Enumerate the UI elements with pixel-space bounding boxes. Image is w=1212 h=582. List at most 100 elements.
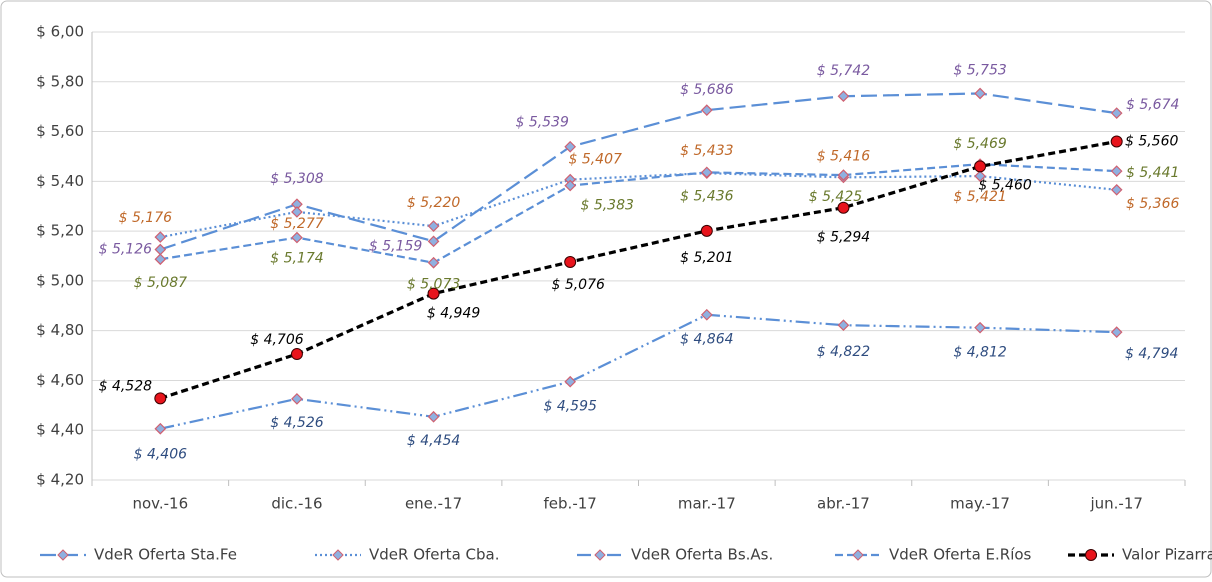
value-label: $ 5,220	[407, 195, 461, 211]
legend-item: VdeR Oferta E.Ríos	[835, 546, 1032, 564]
value-label: $ 5,425	[809, 189, 863, 205]
point	[974, 160, 987, 173]
y-tick-label: $ 4,60	[36, 371, 84, 389]
value-label: $ 4,949	[427, 306, 481, 322]
point	[1110, 107, 1123, 119]
value-label: $ 4,528	[99, 378, 153, 394]
point	[154, 231, 167, 243]
point	[700, 104, 713, 116]
point	[1110, 165, 1123, 177]
series-line	[159, 92, 1117, 251]
value-label: $ 5,436	[680, 188, 734, 204]
legend-label: VdeR Oferta Cba.	[369, 546, 499, 564]
point	[427, 220, 440, 232]
point	[1110, 135, 1123, 148]
point	[427, 287, 440, 300]
legend-label: VdeR Oferta E.Ríos	[889, 546, 1032, 564]
y-tick-label: $ 5,80	[36, 72, 84, 90]
value-label: $ 5,674	[1126, 97, 1179, 113]
value-label: $ 5,539	[515, 115, 569, 131]
point	[564, 179, 577, 192]
x-tick-label: feb.-17	[544, 495, 597, 513]
value-label: $ 5,433	[680, 143, 733, 159]
legend-label: VdeR Oferta Bs.As.	[631, 546, 773, 564]
series-line	[160, 163, 1117, 264]
point	[427, 256, 440, 269]
point	[291, 206, 303, 218]
value-label: $ 5,159	[369, 238, 423, 254]
x-tick-label: nov.-16	[132, 495, 188, 513]
point	[154, 422, 167, 435]
legend-item: VdeR Oferta Bs.As.	[577, 546, 773, 564]
x-tick-label: dic.-16	[271, 495, 322, 513]
value-label: $ 5,277	[270, 216, 324, 232]
value-label: $ 5,366	[1126, 196, 1180, 212]
series-line	[160, 172, 1117, 239]
x-tick-label: ene.-17	[405, 495, 462, 513]
value-label: $ 4,454	[407, 433, 460, 449]
value-label: $ 5,176	[119, 210, 173, 226]
value-label: $ 4,822	[817, 344, 871, 360]
point	[700, 308, 713, 321]
point	[837, 201, 850, 214]
legend-item: VdeR Oferta Cba.	[315, 546, 499, 564]
value-label: $ 5,416	[817, 148, 871, 164]
value-label: $ 4,406	[134, 447, 188, 463]
value-label: $ 5,294	[817, 230, 870, 246]
value-label: $ 5,126	[99, 242, 153, 258]
legend-label: VdeR Oferta Sta.Fe	[94, 546, 237, 564]
y-tick-label: $ 5,60	[36, 122, 84, 140]
value-label: $ 5,686	[680, 82, 734, 98]
point	[1110, 183, 1123, 196]
value-label: $ 5,753	[953, 62, 1006, 78]
point	[291, 393, 303, 405]
value-label: $ 5,460	[978, 177, 1032, 193]
y-tick-label: $ 4,20	[36, 471, 84, 489]
point	[154, 253, 167, 266]
legend-label: Valor Pizarra	[1122, 546, 1212, 564]
value-label: $ 5,308	[270, 171, 324, 187]
y-tick-label: $ 5,40	[36, 172, 84, 190]
x-tick-label: abr.-17	[817, 495, 870, 513]
y-tick-label: $ 6,00	[36, 23, 84, 41]
y-tick-label: $ 4,40	[36, 421, 84, 439]
value-label: $ 5,174	[270, 251, 323, 267]
point	[837, 90, 850, 103]
value-label: $ 4,526	[270, 415, 324, 431]
value-label: $ 5,742	[817, 63, 871, 79]
point	[564, 140, 577, 153]
point	[564, 375, 577, 388]
value-label: $ 4,595	[543, 399, 597, 415]
y-tick-label: $ 4,80	[36, 321, 84, 339]
y-tick-label: $ 5,20	[36, 222, 84, 240]
point	[290, 348, 303, 361]
point	[427, 235, 440, 248]
value-label: $ 4,706	[250, 332, 304, 348]
legend-marker	[1085, 549, 1097, 561]
legend-marker	[852, 549, 864, 561]
point	[154, 392, 167, 405]
value-label: $ 5,441	[1126, 165, 1179, 181]
point	[291, 231, 303, 244]
point	[564, 255, 577, 268]
point	[974, 321, 986, 334]
legend-marker	[594, 549, 606, 561]
series-line	[159, 139, 1117, 400]
value-label: $ 4,812	[953, 345, 1007, 361]
value-label: $ 4,864	[680, 332, 733, 348]
y-tick-label: $ 5,00	[36, 271, 84, 289]
x-tick-label: may.-17	[950, 495, 1010, 513]
point	[974, 170, 986, 182]
x-tick-label: jun.-17	[1089, 495, 1142, 513]
legend-item: Valor Pizarra	[1068, 546, 1212, 564]
value-label: $ 5,073	[407, 277, 460, 293]
point	[1110, 326, 1123, 339]
point	[700, 224, 713, 237]
x-tick-label: mar.-17	[678, 495, 736, 513]
point	[837, 169, 850, 181]
value-label: $ 5,421	[953, 189, 1006, 205]
point	[700, 166, 713, 179]
